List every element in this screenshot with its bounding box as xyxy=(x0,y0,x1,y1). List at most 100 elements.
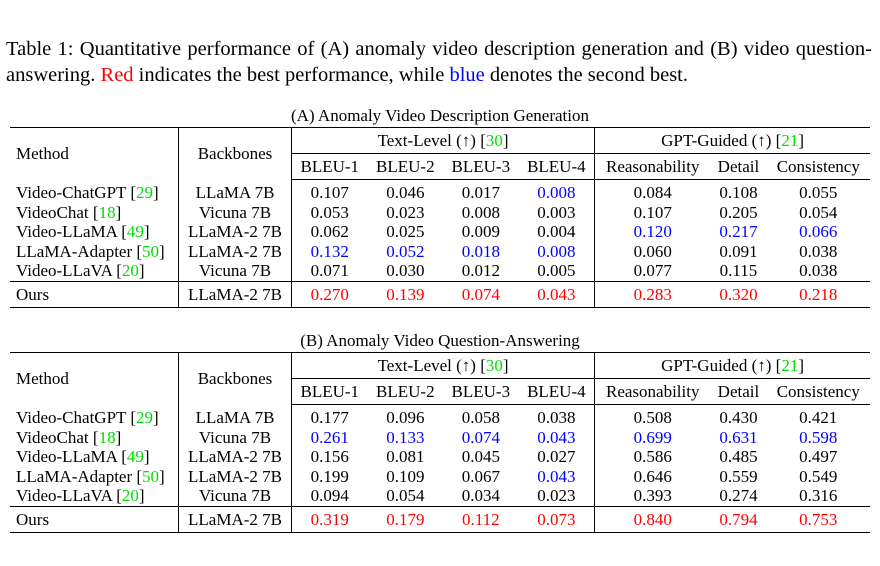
gpt-guided-label: GPT-Guided (↑) [ xyxy=(661,356,782,375)
value-cell: 0.008 xyxy=(461,202,500,222)
method-citation: 50 xyxy=(142,466,160,486)
method-name: LLaMA-Adapter [50] xyxy=(16,466,165,486)
value-cell: 0.091 xyxy=(719,241,758,261)
backbone-cell: LLaMA 7B xyxy=(178,404,292,428)
backbone-cell: Vicuna 7B xyxy=(178,261,292,281)
metric-header-consistency: Consistency xyxy=(766,378,870,405)
value-cell: 0.008 xyxy=(537,183,576,202)
value-cell: 0.023 xyxy=(537,486,576,505)
value-cell: 0.023 xyxy=(386,202,425,222)
value-cell: 0.009 xyxy=(461,222,500,241)
value-cell: 0.115 xyxy=(719,261,758,280)
value-cell: 0.043 xyxy=(537,466,576,486)
method-label: VideoChat xyxy=(16,427,89,447)
metric-header-bleu1: BLEU-1 xyxy=(290,153,368,180)
value-cell: 0.055 xyxy=(799,183,838,202)
value-cell: 0.005 xyxy=(537,261,576,280)
backbone-cell: LLaMA-2 7B xyxy=(178,222,292,242)
value-cell: 0.030 xyxy=(386,261,425,280)
table-b: Method Backbones Text-Level (↑) [30] GPT-Gu… xyxy=(10,352,870,533)
method-name: Ours xyxy=(10,505,179,533)
value-cell: 0.261 xyxy=(290,427,368,447)
bracket-close: ] xyxy=(502,131,509,150)
backbones-header: Backbones xyxy=(178,127,292,180)
value-cell: 0.054 xyxy=(386,486,425,505)
value-cell: 0.012 xyxy=(461,261,500,280)
value-cell: 0.058 xyxy=(461,408,500,427)
method-citation: 20 xyxy=(121,261,139,280)
caption-text-2: indicates the best performance, while xyxy=(133,64,450,86)
metric-header-reasonability: Reasonability xyxy=(594,153,711,180)
value-cell: 0.038 xyxy=(799,261,838,280)
value-cell: 0.320 xyxy=(710,280,767,308)
backbone-cell: LLaMA-2 7B xyxy=(178,280,292,308)
value-cell: 0.096 xyxy=(386,408,425,427)
value-cell: 0.508 xyxy=(594,404,711,428)
value-cell: 0.840 xyxy=(594,505,711,533)
method-label: Video-LLaMA xyxy=(16,222,117,241)
backbone-cell: LLaMA-2 7B xyxy=(178,447,292,467)
method-citation: 29 xyxy=(136,182,154,202)
value-cell: 0.046 xyxy=(386,183,425,202)
value-cell: 0.067 xyxy=(461,466,500,486)
value-cell: 0.199 xyxy=(290,466,368,486)
table-row: Video-ChatGPT [29] LLaMA 7B 0.107 0.046 0.01… xyxy=(10,179,870,203)
value-cell: 0.217 xyxy=(719,222,758,241)
method-citation: 49 xyxy=(126,447,144,466)
value-cell: 0.319 xyxy=(290,505,368,533)
value-cell: 0.018 xyxy=(461,241,500,261)
value-cell: 0.107 xyxy=(594,202,711,222)
table-row: LLaMA-Adapter [50] LLaMA-2 7B 0.199 0.109 0.… xyxy=(10,466,870,486)
value-cell: 0.084 xyxy=(594,179,711,203)
metric-header-consistency: Consistency xyxy=(766,153,870,180)
text-level-citation: 30 xyxy=(485,131,503,150)
value-cell: 0.043 xyxy=(518,280,595,308)
header-row-metrics: BLEU-1 BLEU-2 BLEU-3 BLEU-4 Reasonability Det… xyxy=(10,378,870,405)
method-name: Video-LLaVA [20] xyxy=(16,261,145,280)
table-a: Method Backbones Text-Level (↑) [30] GPT-Gu… xyxy=(10,127,870,308)
value-cell: 0.485 xyxy=(719,447,758,466)
value-cell: 0.549 xyxy=(799,466,838,486)
table-a-title: (A) Anomaly Video Description Generation xyxy=(291,106,589,125)
metric-header-bleu3: BLEU-3 xyxy=(443,153,519,180)
metric-header-bleu1: BLEU-1 xyxy=(290,378,368,405)
table-row-ours: Ours LLaMA-2 7B 0.270 0.139 0.074 0.043 0.283 0… xyxy=(10,280,870,308)
metric-header-reasonability: Reasonability xyxy=(594,378,711,405)
value-cell: 0.034 xyxy=(461,486,500,505)
caption-text-3: denotes the second best. xyxy=(484,64,689,86)
value-cell: 0.073 xyxy=(518,505,595,533)
value-cell: 0.062 xyxy=(290,222,368,242)
value-cell: 0.753 xyxy=(766,505,870,533)
table-row: Video-ChatGPT [29] LLaMA 7B 0.177 0.096 0.05… xyxy=(10,404,870,428)
value-cell: 0.283 xyxy=(594,280,711,308)
metric-header-bleu2: BLEU-2 xyxy=(367,153,444,180)
table-b-title: (B) Anomaly Video Question-Answering xyxy=(300,331,580,350)
text-level-header: Text-Level (↑) [30] xyxy=(290,127,595,154)
value-cell: 0.598 xyxy=(799,427,838,447)
value-cell: 0.430 xyxy=(719,408,758,427)
caption-prefix: Table 1: xyxy=(6,38,74,60)
value-cell: 0.008 xyxy=(537,241,576,261)
value-cell: 0.132 xyxy=(290,241,368,261)
table-row: VideoChat [18] Vicuna 7B 0.053 0.023 0.008 0.… xyxy=(10,202,870,222)
metric-header-bleu4: BLEU-4 xyxy=(518,153,595,180)
value-cell: 0.071 xyxy=(290,261,368,281)
method-citation: 18 xyxy=(98,202,116,222)
method-name: Video-LLaVA [20] xyxy=(16,486,145,505)
value-cell: 0.053 xyxy=(290,202,368,222)
value-cell: 0.316 xyxy=(799,486,838,505)
value-cell: 0.094 xyxy=(290,486,368,506)
metric-header-detail: Detail xyxy=(710,378,767,405)
value-cell: 0.133 xyxy=(386,427,425,447)
value-cell: 0.631 xyxy=(719,427,758,447)
header-row-metrics: BLEU-1 BLEU-2 BLEU-3 BLEU-4 Reasonability Det… xyxy=(10,153,870,180)
value-cell: 0.066 xyxy=(799,222,838,241)
value-cell: 0.025 xyxy=(386,222,425,241)
metric-header-bleu4: BLEU-4 xyxy=(518,378,595,405)
value-cell: 0.393 xyxy=(594,486,711,506)
gpt-guided-citation: 21 xyxy=(781,356,799,375)
method-label: LLaMA-Adapter xyxy=(16,466,133,486)
value-cell: 0.108 xyxy=(719,183,758,202)
text-level-citation: 30 xyxy=(485,356,503,375)
table-row: LLaMA-Adapter [50] LLaMA-2 7B 0.132 0.052 0.… xyxy=(10,241,870,261)
